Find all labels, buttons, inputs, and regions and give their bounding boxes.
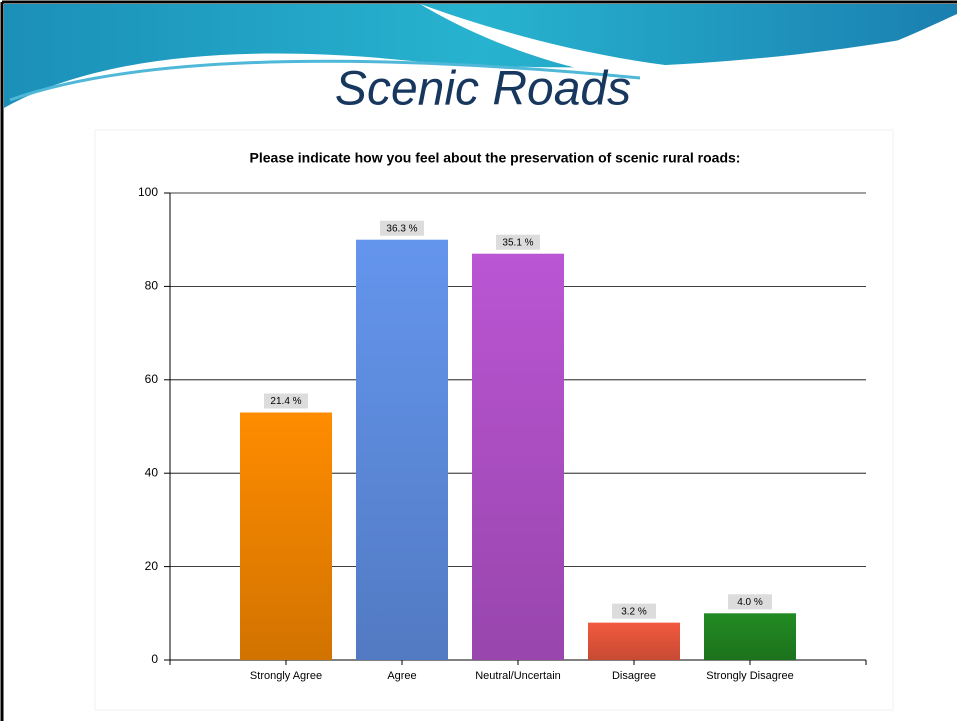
bar-shade [588,622,680,660]
y-tick-label: 60 [145,372,159,386]
slide-title: Scenic Roads [335,63,631,116]
bar-shade [356,239,448,660]
y-tick-label: 20 [145,559,159,573]
value-label: 4.0 % [737,597,763,608]
x-tick-label: Strongly Agree [250,670,322,682]
x-tick-label: Agree [387,670,416,682]
label-box [264,393,308,409]
value-label: 35.1 % [502,237,533,248]
value-label: 3.2 % [621,606,647,617]
y-tick-label: 0 [151,652,158,666]
x-tick-label: Strongly Disagree [706,670,793,682]
header-swoosh [420,4,957,83]
label-box [380,220,424,236]
label-box [496,234,540,250]
label-box [728,594,772,610]
x-tick-label: Neutral/Uncertain [475,670,561,682]
chart-title: Please indicate how you feel about the p… [250,150,741,166]
value-label: 36.3 % [386,223,417,234]
bar-shade [704,613,796,660]
y-tick-label: 80 [145,279,159,293]
y-tick-label: 40 [145,465,159,479]
bar-shade [240,412,332,660]
header-line [9,59,641,102]
label-box [612,603,656,619]
header-band [4,4,957,108]
bar-shade [472,253,564,660]
x-tick-label: Disagree [612,670,656,682]
y-tick-label: 100 [138,185,158,199]
value-label: 21.4 % [270,396,301,407]
